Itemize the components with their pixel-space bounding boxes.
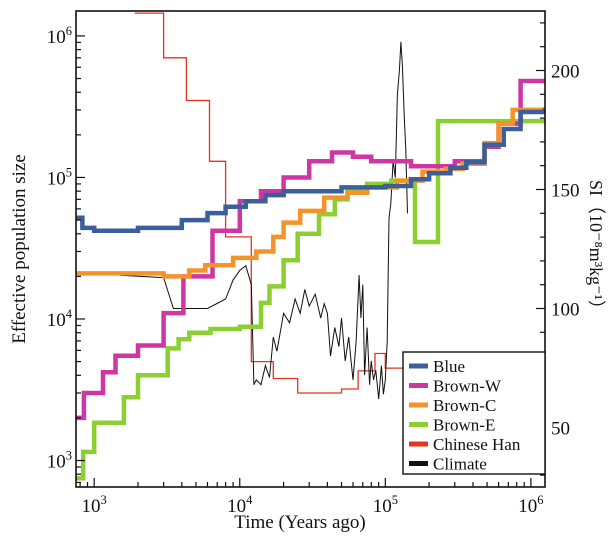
x-axis-label: Time (Years ago) [234,512,365,533]
y2-tick-label: 200 [551,62,580,83]
y2-tick-label: 150 [551,181,580,202]
legend-box [402,351,546,475]
legend-label-brown-c: Brown-C [433,396,496,415]
y-axis-label: Effective population size [9,154,30,344]
legend-label-climate: Climate [433,455,487,474]
y2-tick-label: 100 [551,300,580,321]
legend-label-blue: Blue [433,357,465,376]
legend-label-brown-w: Brown-W [433,377,502,396]
legend-label-brown-e: Brown-E [433,416,495,435]
series-line-blue [76,107,545,234]
plot-frame [75,10,546,488]
y2-axis-label: SI（10⁻⁸m³kg⁻¹） [586,180,606,318]
y-tick-label: 103 [47,449,72,473]
series-layer [76,12,545,481]
x-tick-label: 104 [227,493,253,517]
x-tick-label: 106 [518,493,543,517]
series-line-chinese-han [134,12,545,394]
series-line-climate [119,41,408,399]
y2-tick-label: 50 [551,419,570,440]
x-tick-label: 103 [82,493,107,517]
y-tick-label: 106 [47,24,72,48]
axis-layer: 103 104 105 106 103 104 105 106 50 100 150 200 [47,22,580,517]
x-tick-label: 105 [373,493,398,517]
y-tick-label: 104 [47,307,73,331]
y-tick-label: 105 [47,165,72,189]
legend-label-chinese-han: Chinese Han [433,435,521,454]
